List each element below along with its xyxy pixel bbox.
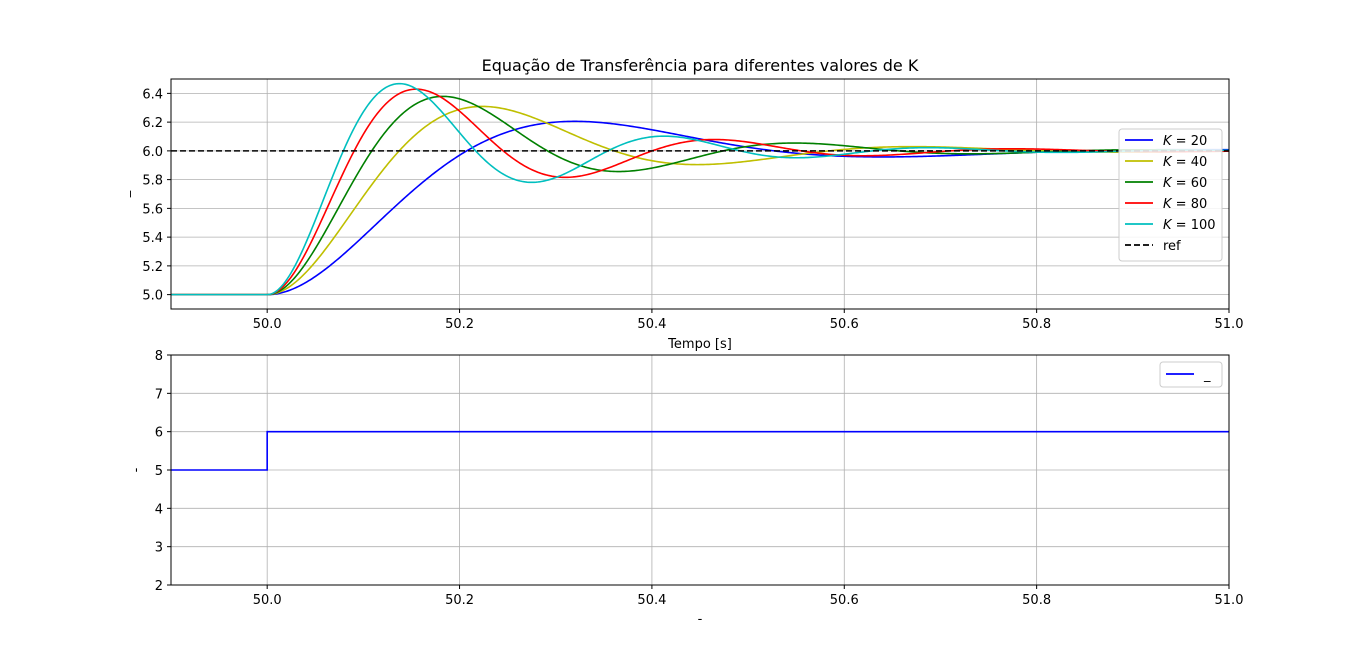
y-tick-label: 7	[155, 387, 163, 402]
bottom-ticks: 50.0 50.2 50.4 50.6 50.8 51.0 2 3 4 5 6 7 8	[155, 349, 1244, 608]
series-line-input	[171, 430, 1229, 471]
series-line-k100	[171, 82, 1229, 296]
y-tick-label: 2	[155, 579, 163, 594]
top-xlabel: Tempo [s]	[667, 337, 732, 352]
legend-label: _	[1203, 368, 1211, 383]
legend-label: K = 20	[1163, 134, 1207, 149]
x-tick-label: 50.2	[445, 593, 474, 608]
x-tick-label: 50.2	[445, 317, 474, 332]
y-tick-label: 5.6	[142, 202, 163, 217]
top-ylabel: _	[117, 190, 132, 198]
x-tick-label: 50.6	[830, 593, 859, 608]
bottom-legend: _	[1159, 361, 1223, 388]
bottom-series-group	[171, 430, 1229, 471]
y-tick-label: 4	[155, 502, 163, 517]
y-tick-label: 3	[155, 541, 163, 556]
top-ticks: 50.0 50.2 50.4 50.6 50.8 51.0 5.0 5.2 5.4 5.6 5.8 6…	[142, 87, 1243, 332]
y-tick-label: 5.0	[142, 289, 163, 304]
legend-box	[1118, 128, 1223, 262]
y-tick-label: 6	[155, 426, 163, 441]
y-tick-label: 5.2	[142, 260, 163, 275]
top-axes-frame	[170, 78, 1230, 310]
top-legend: K = 20 K = 40 K = 60 K = 80 K = 100 ref	[1118, 128, 1223, 262]
bottom-ylabel: -	[129, 467, 144, 472]
y-tick-label: 5	[155, 464, 163, 479]
legend-label: ref	[1163, 239, 1181, 254]
y-tick-label: 6.4	[142, 87, 163, 102]
x-tick-label: 50.4	[637, 317, 666, 332]
legend-label: K = 40	[1163, 155, 1207, 170]
series-line-k80	[171, 88, 1229, 296]
x-tick-label: 50.8	[1022, 593, 1051, 608]
y-tick-label: 8	[155, 349, 163, 364]
x-tick-label: 51.0	[1215, 593, 1244, 608]
bottom-grid	[171, 354, 1230, 586]
top-series-group	[171, 82, 1229, 296]
x-tick-label: 50.4	[637, 593, 666, 608]
top-grid	[171, 79, 1230, 309]
x-tick-label: 50.0	[253, 593, 282, 608]
x-tick-label: 50.0	[253, 317, 282, 332]
y-tick-label: 6.0	[142, 145, 163, 160]
chart-title: Equação de Transferência para diferentes…	[482, 56, 919, 75]
y-tick-label: 6.2	[142, 116, 163, 131]
legend-label: K = 100	[1163, 218, 1216, 233]
y-tick-label: 5.4	[142, 231, 163, 246]
x-tick-label: 50.6	[830, 317, 859, 332]
top-axes: 50.0 50.2 50.4 50.6 50.8 51.0 5.0 5.2 5.4 5.6 5.8 6…	[117, 78, 1243, 352]
bottom-axes: 50.0 50.2 50.4 50.6 50.8 51.0 2 3 4 5 6 7 8 - - _	[129, 349, 1243, 627]
y-tick-label: 5.8	[142, 174, 163, 189]
legend-label: K = 80	[1163, 197, 1207, 212]
bottom-xlabel: -	[698, 612, 703, 627]
legend-label: K = 60	[1163, 176, 1207, 191]
x-tick-label: 50.8	[1022, 317, 1051, 332]
x-tick-label: 51.0	[1215, 317, 1244, 332]
